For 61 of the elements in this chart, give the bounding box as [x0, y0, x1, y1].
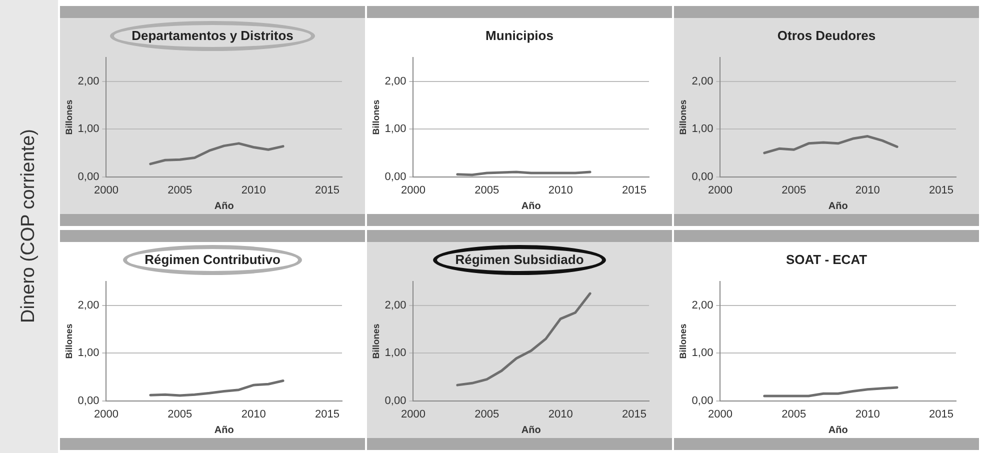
y-tick-label: 1,00	[78, 123, 100, 136]
chart-title: Departamentos y Distritos	[130, 27, 294, 45]
y-tick-label: 0,00	[384, 170, 406, 183]
y-tick-label: 1,00	[692, 123, 714, 136]
y-tick-label: 0,00	[78, 170, 100, 183]
y-axis-title: Billones	[370, 100, 381, 135]
y-axis-title: Billones	[64, 324, 74, 359]
chart-title: Régimen Subsidiado	[454, 251, 585, 269]
x-tick-label: 2015	[315, 408, 340, 420]
y-tick-label: 2,00	[384, 299, 406, 312]
y-tick-label: 0,00	[692, 170, 714, 183]
y-axis-title: Billones	[370, 324, 381, 359]
x-axis-title: Año	[214, 200, 234, 212]
y-axis-title: Billones	[678, 324, 688, 359]
text: Dinero (COP corriente)	[18, 129, 40, 323]
x-tick-label: 2015	[622, 184, 647, 196]
x-tick-label: 2010	[855, 184, 880, 196]
x-tick-label: 2010	[241, 408, 266, 420]
x-tick-label: 2005	[782, 184, 806, 196]
x-tick-label: 2000	[708, 408, 732, 420]
x-tick-label: 2000	[94, 184, 118, 196]
x-tick-label: 2005	[474, 408, 500, 420]
y-tick-label: 0,00	[692, 394, 714, 407]
x-tick-label: 2005	[168, 408, 192, 420]
y-tick-label: 2,00	[692, 75, 714, 88]
x-tick-label: 2010	[548, 184, 573, 196]
x-tick-label: 2015	[315, 184, 340, 196]
x-tick-label: 2010	[855, 408, 880, 420]
x-tick-label: 2000	[94, 408, 118, 420]
y-axis-title: Billones	[678, 100, 688, 135]
x-tick-label: 2000	[400, 408, 426, 420]
x-tick-label: 2000	[400, 184, 426, 196]
x-tick-label: 2000	[708, 184, 732, 196]
y-tick-label: 2,00	[384, 75, 406, 88]
y-tick-label: 0,00	[78, 394, 100, 407]
chart-title: SOAT - ECAT	[784, 251, 868, 269]
x-axis-title: Año	[828, 200, 848, 212]
x-axis-title: Año	[214, 424, 234, 436]
chart-title: Municipios	[484, 27, 554, 45]
y-axis-title: Billones	[64, 100, 74, 135]
y-tick-label: 2,00	[78, 299, 100, 312]
y-tick-label: 1,00	[78, 347, 100, 360]
y-tick-label: 2,00	[692, 299, 714, 312]
chart-title: Régimen Contributivo	[144, 251, 282, 269]
y-tick-label: 1,00	[692, 347, 714, 360]
chart-title: Otros Deudores	[776, 27, 877, 45]
x-tick-label: 2005	[168, 184, 192, 196]
x-tick-label: 2015	[929, 408, 954, 420]
x-axis-title: Año	[828, 424, 848, 436]
y-tick-label: 1,00	[384, 347, 406, 360]
y-tick-label: 0,00	[384, 394, 406, 407]
x-tick-label: 2015	[622, 408, 647, 420]
x-tick-label: 2005	[782, 408, 806, 420]
x-tick-label: 2005	[474, 184, 500, 196]
x-tick-label: 2010	[241, 184, 266, 196]
x-tick-label: 2010	[548, 408, 573, 420]
y-tick-label: 1,00	[384, 123, 406, 136]
x-axis-title: Año	[521, 200, 541, 212]
x-tick-label: 2015	[929, 184, 954, 196]
y-tick-label: 2,00	[78, 75, 100, 88]
x-axis-title: Año	[521, 424, 541, 436]
